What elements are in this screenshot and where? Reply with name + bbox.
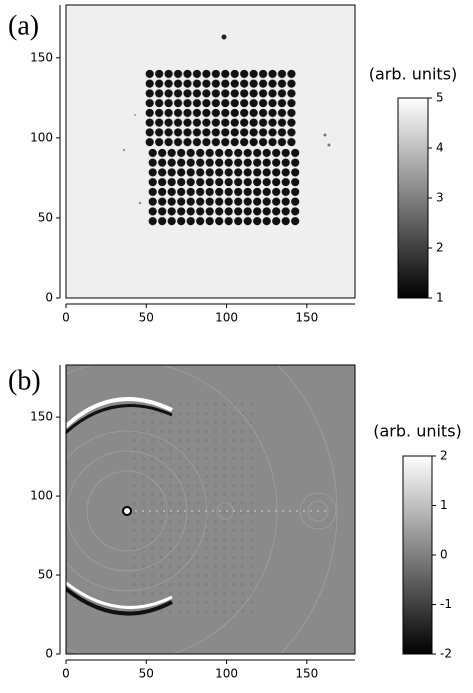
y-tick-label: 50 <box>38 568 53 582</box>
colorbar-label: (arb. units) <box>373 422 462 441</box>
x-tick-label: 0 <box>62 667 70 681</box>
colorbar-tick-label: 1 <box>436 291 444 305</box>
colorbar-tick-label: 4 <box>436 141 444 155</box>
y-tick-label: 0 <box>45 647 53 661</box>
image-a <box>66 5 355 298</box>
panel-label: (a) <box>8 10 39 41</box>
x-tick-label: 50 <box>139 311 154 325</box>
x-tick-label: 100 <box>215 667 238 681</box>
colorbar-tick-label: 3 <box>436 191 444 205</box>
x-tick-label: 150 <box>295 311 318 325</box>
y-tick-label: 150 <box>30 50 53 64</box>
colorbar <box>402 455 433 655</box>
x-tick-label: 0 <box>62 311 70 325</box>
y-tick-label: 0 <box>45 291 53 305</box>
y-tick-label: 150 <box>30 410 53 424</box>
colorbar <box>397 97 429 299</box>
panel-label: (b) <box>8 365 41 396</box>
colorbar-tick-label: 0 <box>440 548 448 562</box>
plot-frame <box>65 364 356 655</box>
colorbar-tick-label: 2 <box>436 241 444 255</box>
x-tick-label: 100 <box>215 311 238 325</box>
colorbar-tick-label: 2 <box>440 449 448 463</box>
y-tick-label: 50 <box>38 210 53 224</box>
colorbar-tick-label: 5 <box>436 91 444 105</box>
y-tick-label: 100 <box>30 130 53 144</box>
image-b <box>66 365 355 654</box>
y-tick-label: 100 <box>30 489 53 503</box>
x-tick-label: 150 <box>295 667 318 681</box>
colorbar-tick-label: -2 <box>440 647 452 661</box>
x-tick-label: 50 <box>139 667 154 681</box>
colorbar-tick-label: 1 <box>440 498 448 512</box>
colorbar-label: (arb. units) <box>369 65 458 84</box>
plot-frame <box>65 4 356 299</box>
colorbar-tick-label: -1 <box>440 597 452 611</box>
